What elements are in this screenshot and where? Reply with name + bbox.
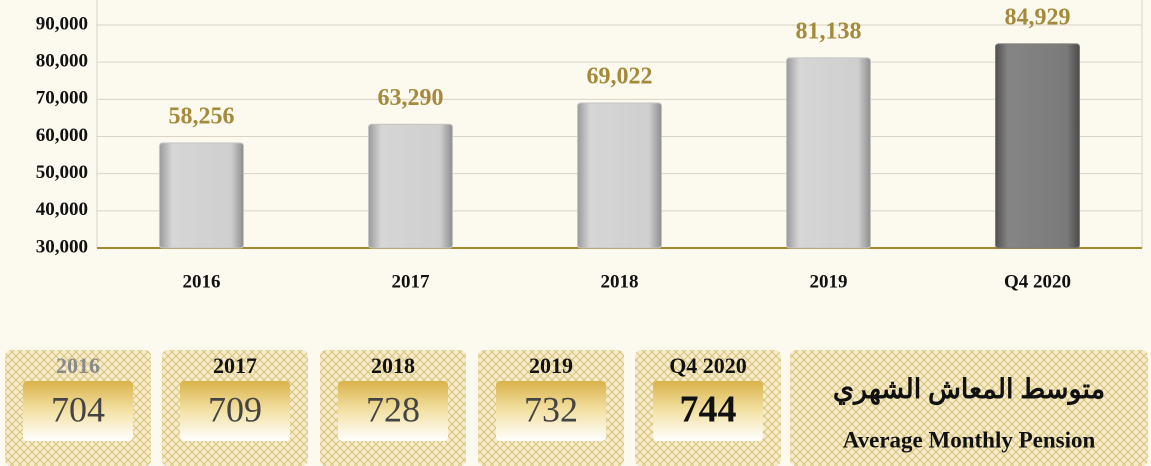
value-box [653,381,763,441]
value-box [180,381,290,441]
x-tick-label: 2019 [810,271,848,292]
value-box [496,381,606,441]
y-tick-label: 40,000 [36,199,88,220]
value: 732 [524,389,578,429]
year-label: 2018 [371,353,415,378]
y-tick-label: 60,000 [36,125,88,146]
x-tick-label: Q4 2020 [1004,271,1071,292]
x-tick-label: 2018 [601,271,639,292]
value: 744 [680,389,737,431]
value-box [23,381,133,441]
data-label: 81,138 [796,18,862,44]
bar [786,57,871,249]
data-label: 84,929 [1005,4,1071,30]
y-tick-label: 70,000 [36,88,88,109]
year-label: 2016 [56,353,100,378]
x-tick-label: 2016 [183,271,221,292]
y-tick-label: 50,000 [36,162,88,183]
plot-area: 30,000 40,000 50,000 60,000 70,000 80,000 90,0… [36,0,1143,292]
title-cell [790,350,1148,466]
title-arabic: متوسط المعاش الشهري [833,374,1105,406]
bar [368,123,453,249]
year-label: 2019 [529,353,573,378]
data-label: 63,290 [378,85,444,111]
bar [159,142,244,249]
y-tick-label: 90,000 [36,13,88,34]
data-label: 58,256 [169,103,235,129]
bar [577,102,662,249]
value: 728 [366,389,420,429]
pension-table: 2016 704 2017 709 2018 728 2019 732 Q4 2020 744 مت… [5,350,1148,466]
value-box [338,381,448,441]
data-label: 69,022 [587,63,653,89]
y-tick-label: 30,000 [36,236,88,257]
y-tick-label: 80,000 [36,51,88,72]
value: 704 [51,389,105,429]
year-label: 2017 [213,353,257,378]
bar [995,43,1080,249]
year-label: Q4 2020 [669,353,747,378]
value: 709 [208,389,262,429]
x-tick-label: 2017 [392,271,431,292]
title-english: Average Monthly Pension [843,427,1096,452]
